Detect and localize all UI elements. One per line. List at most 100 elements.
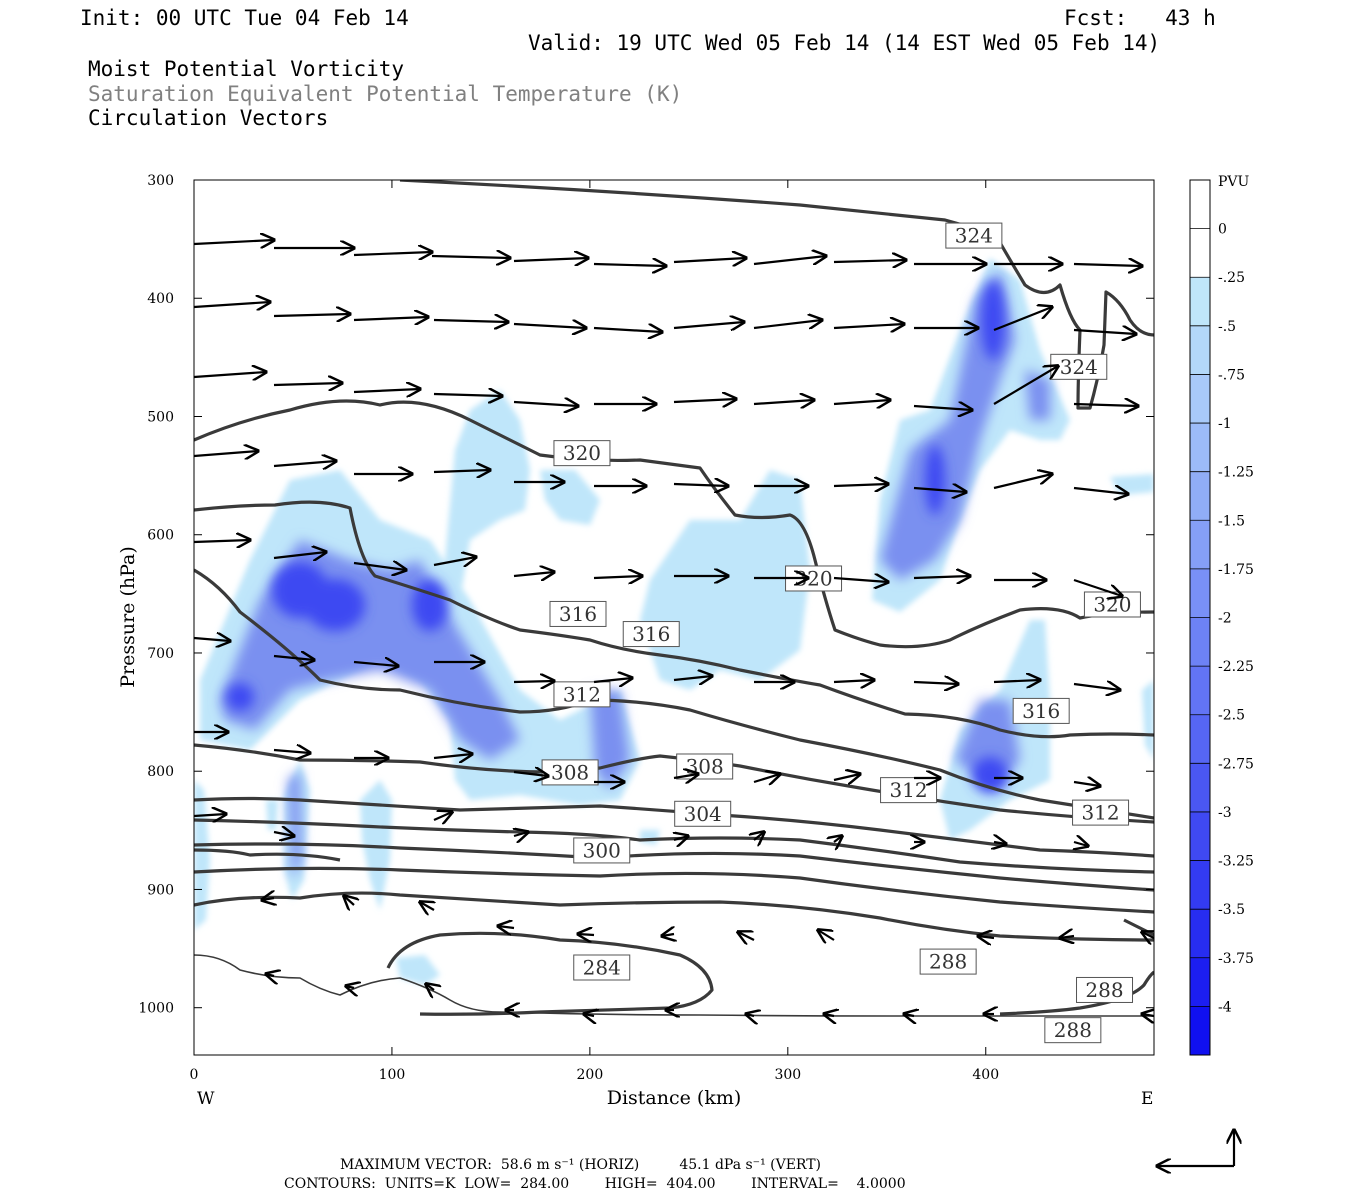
circulation-vectors [194,240,1154,1016]
colorbar-label: -4 [1218,999,1232,1015]
contour-surface [194,954,1154,1017]
vector [346,986,354,988]
vector [833,774,860,780]
vector [593,328,662,332]
vector [904,1014,914,1016]
vector [913,576,970,578]
contour-284 [194,848,341,862]
vector [513,324,586,328]
colorbar-bin [1190,520,1210,569]
contour-288 [386,931,714,1016]
contour-324 [399,180,1154,410]
vector [673,676,712,680]
contour-info: CONTOURS: UNITS=K LOW= 284.00 HIGH= 404.… [284,1176,906,1192]
contour-label: 320 [1093,592,1131,616]
contour-316 [194,500,1154,739]
contour-label-box [1076,976,1134,1003]
vector [433,754,472,758]
vector [1073,404,1138,406]
vector [353,252,432,255]
pv-colorbar: 0 -.25 -.5 -.75 -1 -1.25 -1.5 -1.75 -2 -2.25 -2.5 -… [1189,179,1254,1056]
vector [262,898,274,900]
colorbar-label: -.75 [1218,367,1245,383]
vector [1074,842,1088,846]
vector [194,814,226,816]
contour-300 [194,818,1154,874]
reference-vector [1157,1130,1234,1166]
vector [913,406,972,410]
colorbar-label: -1.75 [1218,562,1254,578]
vector [978,936,995,938]
contour-320 [194,399,1154,649]
vector [498,926,515,928]
theta-es-contours [194,180,1154,1017]
colorbar-bin [1190,860,1210,910]
x-right-label: E [1141,1089,1153,1109]
vector [426,984,434,990]
vector [593,678,632,682]
vector [273,750,310,753]
vector [753,774,780,782]
vector [833,484,888,486]
vector [1073,264,1142,266]
contour-label: 312 [1081,801,1119,825]
vector [1073,578,1122,596]
colorbar-label: -2.25 [1218,659,1254,675]
contour-label: 288 [1054,1018,1092,1042]
x-tick-label: 300 [774,1067,801,1083]
contour-label: 308 [551,760,589,784]
y-axis-label: Pressure (hPa) [117,546,139,688]
vector [513,572,554,576]
colorbar-bin [1190,617,1210,667]
vector [818,930,835,940]
vector [673,774,698,778]
vector [194,372,266,377]
vector [273,314,350,316]
contour-label: 284 [583,956,621,980]
vector [738,932,755,940]
y-tick-label: 500 [147,409,174,425]
contour-label-box [1072,799,1130,826]
init-time: Init: 00 UTC Tue 04 Feb 14 [80,6,409,30]
colorbar-label: -1 [1218,416,1232,432]
colorbar-bin [1190,325,1210,375]
contour-label-box [945,222,1003,249]
vector [433,557,476,565]
vector [833,400,890,404]
contour-label-box [674,800,732,827]
colorbar-bin [1190,277,1210,326]
vector [753,400,814,404]
vector [431,256,510,258]
contour-296 [194,842,1154,892]
colorbar-bin [1190,811,1210,861]
x-left-label: W [197,1089,215,1109]
vector [433,812,452,820]
vector [578,934,595,935]
colorbar-bin [1190,471,1210,521]
x-tick-label: 400 [972,1067,999,1083]
vector [353,563,406,570]
contour-label-box [541,759,599,786]
vector [753,320,822,328]
x-tick-label: 0 [190,1067,199,1083]
vector [194,302,270,307]
plot-frame [193,179,1155,1056]
vector [433,470,490,472]
colorbar-bin [1190,180,1210,229]
vector [913,488,966,492]
contour-label: 324 [955,224,993,248]
contour-label-box [549,600,607,627]
vector [344,896,354,905]
vector [1073,488,1128,494]
field-title-pv: Moist Potential Vorticity [88,57,405,81]
contour-label: 316 [559,602,597,626]
colorbar-label: -.5 [1218,319,1236,335]
x-tick-label: 200 [577,1067,604,1083]
colorbar-label: -.25 [1218,270,1245,286]
x-tick-label: 100 [379,1067,406,1083]
contour-label: 316 [632,622,670,646]
contour-292 [194,866,1154,914]
y-tick-label: 1000 [138,1001,174,1017]
y-tick-label: 700 [147,646,174,662]
